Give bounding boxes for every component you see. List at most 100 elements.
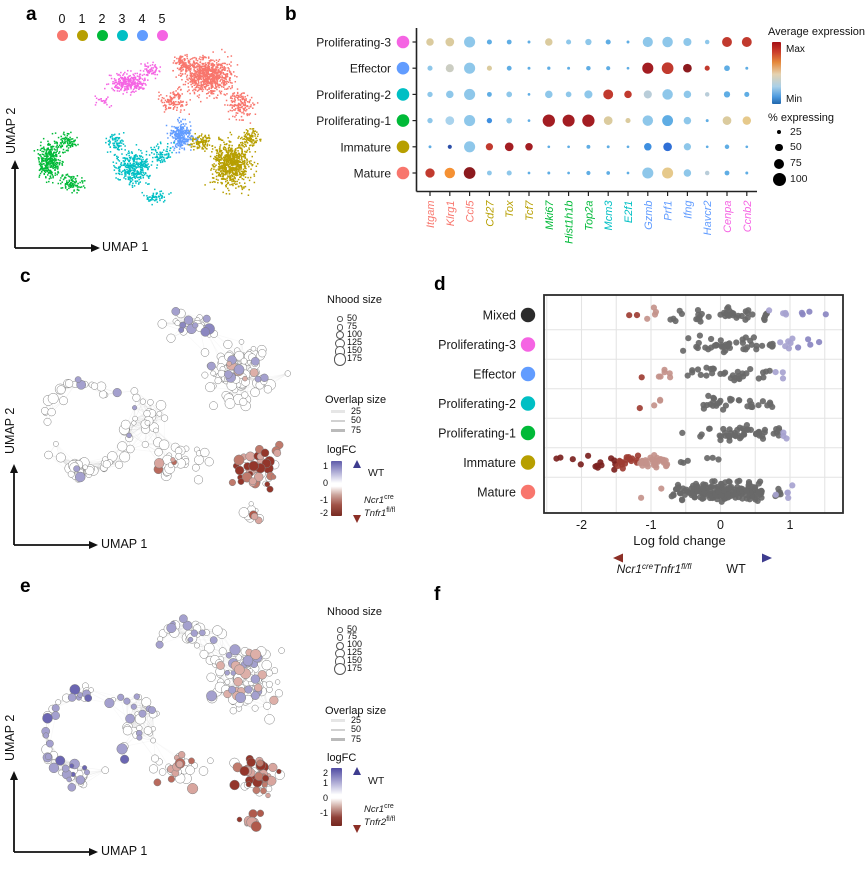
nhood-node (242, 655, 254, 666)
pct-size-dot (776, 129, 782, 135)
ko-arrowhead (353, 825, 361, 833)
nhood-node (144, 419, 151, 426)
pct-size-label: 50 (790, 141, 802, 154)
nhood-node (133, 693, 140, 700)
nhood-node (263, 701, 272, 710)
nhood-node (200, 447, 210, 458)
nhood-node (126, 432, 132, 439)
swarm-point (683, 486, 690, 493)
nhood-node (153, 427, 159, 434)
expression-dot (745, 145, 749, 149)
x-axis-title: Log fold change (633, 533, 726, 548)
swarm-point (697, 433, 704, 440)
logfc-tick: 1 (322, 778, 328, 788)
swarm-point (822, 311, 829, 318)
nhood-node (230, 670, 236, 676)
cluster-legend-dot (96, 30, 108, 41)
nhood-node (198, 766, 209, 776)
expression-dot (683, 169, 692, 177)
ko-label-line2: Tnfr2fl/fl (364, 816, 395, 828)
nhood-node (182, 620, 193, 631)
gene-label: Mki67 (544, 200, 556, 230)
swarm-point (742, 346, 749, 353)
swarm-point (710, 395, 718, 402)
expression-dot (584, 90, 593, 99)
nhood-edge (124, 740, 154, 747)
swarm-point (664, 461, 671, 468)
swarm-point (717, 337, 724, 344)
nhood-node (155, 400, 167, 411)
swarm-point (744, 309, 751, 316)
nhood-node (193, 642, 200, 649)
swarm-point (717, 437, 724, 444)
swarm-point (744, 426, 751, 433)
gene-label: Prf1 (663, 201, 675, 221)
nhood-node (67, 783, 77, 792)
swarm-point (743, 487, 750, 494)
ko-axis-annotation: Ncr1creTnfr1fl/fl (617, 562, 692, 576)
nhood-node (239, 397, 248, 406)
nhood-edge (90, 689, 121, 698)
nhood-node (269, 695, 279, 705)
nhood-node (82, 765, 88, 771)
nhood-node (130, 703, 137, 710)
pct-size-dot (772, 172, 786, 186)
overlap-size-line (331, 719, 345, 722)
swarm-point (720, 425, 727, 433)
nhood-node (138, 709, 147, 718)
nhood-size-value: 175 (347, 662, 363, 673)
nhood-node (236, 816, 243, 823)
wt-arrowhead (353, 460, 361, 468)
nhood-size-value: 175 (347, 353, 363, 363)
overlap-size-legend-title: Overlap size (325, 705, 387, 717)
swarm-point (782, 309, 789, 317)
swarm-point (726, 344, 733, 351)
swarm-point (753, 431, 760, 438)
row-cluster-dot (396, 88, 410, 101)
nhood-node (205, 382, 216, 393)
nhood-node (235, 654, 242, 661)
nhood-node (254, 375, 262, 383)
expression-dot (662, 36, 673, 48)
nhood-node (278, 647, 285, 654)
nhood-node (115, 460, 124, 469)
y-arrowhead (11, 160, 19, 169)
swarm-point (720, 343, 727, 350)
nhood-node (214, 377, 222, 385)
expression-dot (744, 91, 750, 97)
nhood-edge (49, 715, 56, 744)
nhood-node (238, 339, 245, 345)
row-cluster-dot (396, 35, 410, 49)
nhood-node (69, 763, 75, 769)
nhood-node (56, 385, 66, 395)
pct-size-label: 75 (790, 157, 802, 170)
nhood-node (55, 699, 62, 706)
swarm-point (715, 488, 722, 495)
overlap-size-value: 25 (351, 405, 362, 416)
expression-dot (603, 116, 613, 125)
nhood-node (200, 327, 211, 337)
swarm-point (779, 369, 786, 376)
nhood-node (187, 783, 199, 795)
swarm-point (611, 457, 618, 464)
category-color-dot (520, 484, 536, 500)
nhood-node (206, 690, 218, 702)
nhood-node (229, 707, 237, 715)
row-cluster-dot (396, 61, 410, 75)
nhood-node (75, 775, 86, 785)
pct-size-legend: 25 50 75 100 (768, 124, 858, 194)
nhood-node (102, 460, 111, 469)
overlap-size-line (331, 738, 345, 741)
nhood-node (64, 379, 74, 388)
nhood-node (250, 356, 260, 366)
nhood-node (260, 787, 267, 795)
nhood-node (266, 485, 274, 493)
nhood-node (43, 417, 52, 426)
swarm-category-label: Effector (473, 368, 516, 382)
nhood-node (151, 754, 159, 763)
swarm-point (806, 308, 813, 315)
swarm-point (577, 461, 584, 468)
nhood-size-value: 50 (347, 312, 358, 323)
nhood-node (209, 401, 218, 411)
swarm-point (761, 429, 768, 436)
